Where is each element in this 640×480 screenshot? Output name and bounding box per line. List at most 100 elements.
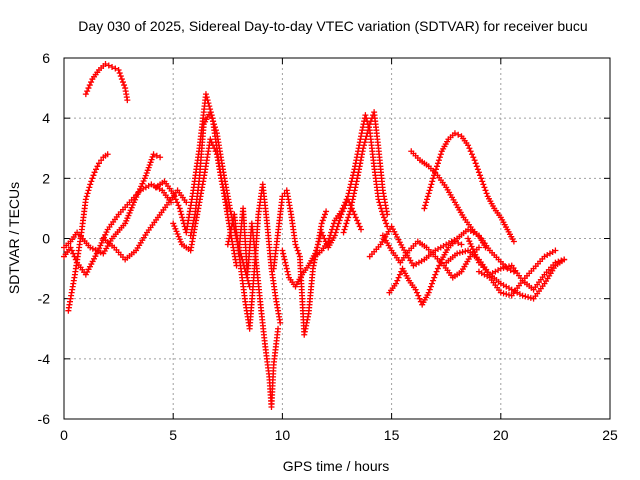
data-point [135,188,142,195]
data-point [380,214,387,221]
data-point [204,97,211,104]
data-point [85,187,92,194]
data-point [362,112,369,119]
data-point [519,292,526,299]
data-point [435,157,442,164]
data-point [340,229,347,236]
data-point [147,159,154,166]
data-point [342,223,349,230]
data-point [383,220,390,227]
data-point [459,249,466,256]
data-point [314,241,321,248]
data-point [462,248,469,255]
data-point [227,208,234,215]
data-point [431,172,438,179]
y-tick-label: 2 [42,170,50,186]
data-point [472,251,479,258]
data-point [280,253,287,260]
data-point [209,115,216,122]
data-point [426,286,433,293]
data-point [338,208,345,215]
data-point [138,183,145,190]
data-point [468,151,475,158]
data-point [94,163,101,170]
data-point [361,142,368,149]
data-point [412,286,419,293]
chart-title: Day 030 of 2025, Sidereal Day-to-day VTE… [78,18,587,34]
data-point [425,190,432,197]
data-point [505,263,512,270]
data-point [149,153,156,160]
data-point [134,191,141,198]
data-point [121,82,128,89]
data-point [82,196,89,203]
x-tick-label: 0 [60,427,68,443]
y-tick-label: -6 [38,411,51,427]
data-point [141,175,148,182]
data-point [375,196,382,203]
data-point [142,172,149,179]
data-point [361,139,368,146]
data-point [318,229,325,236]
data-point [98,239,105,246]
data-point [558,257,565,264]
data-point [422,202,429,209]
data-point [326,235,333,242]
data-point [423,196,430,203]
data-point [68,247,75,254]
series-pass-21 [465,235,568,293]
data-point [86,82,93,89]
data-point [321,211,328,218]
data-point [183,199,190,206]
data-point [527,294,534,301]
data-point [226,235,233,242]
data-point [176,205,183,212]
data-point [345,214,352,221]
data-point [384,211,391,218]
data-point [211,121,218,128]
data-point [71,253,78,260]
data-point [477,172,484,179]
data-point [353,181,360,188]
y-tick-label: 0 [42,231,50,247]
data-point [83,193,90,200]
data-point [130,199,137,206]
data-point [112,65,119,72]
data-point [431,274,438,281]
data-point [482,187,489,194]
data-point [364,130,371,137]
data-point [314,244,321,251]
data-point [226,205,233,212]
series-pass-4 [61,151,164,257]
data-point [212,124,219,131]
data-point [103,229,110,236]
data-point [177,208,184,215]
data-point [394,277,401,284]
data-point [207,109,214,116]
data-point [348,202,355,209]
data-point [429,178,436,185]
data-point [434,265,441,272]
data-point [206,103,213,110]
data-point [318,220,325,227]
data-point [91,169,98,176]
data-point [323,208,330,215]
data-point [180,217,187,224]
data-point [89,175,96,182]
data-point [315,238,322,245]
data-point [349,199,356,206]
data-point [340,202,347,209]
data-point [472,160,479,167]
data-point [351,187,358,194]
data-point [209,142,216,149]
y-tick-label: -4 [38,351,51,367]
data-point [157,154,164,161]
data-point [327,232,334,239]
data-point [341,226,348,233]
data-point [97,242,104,249]
data-point [347,184,354,191]
data-point [72,256,79,263]
series-pass-3 [61,181,175,278]
series-pass-19 [421,130,517,245]
